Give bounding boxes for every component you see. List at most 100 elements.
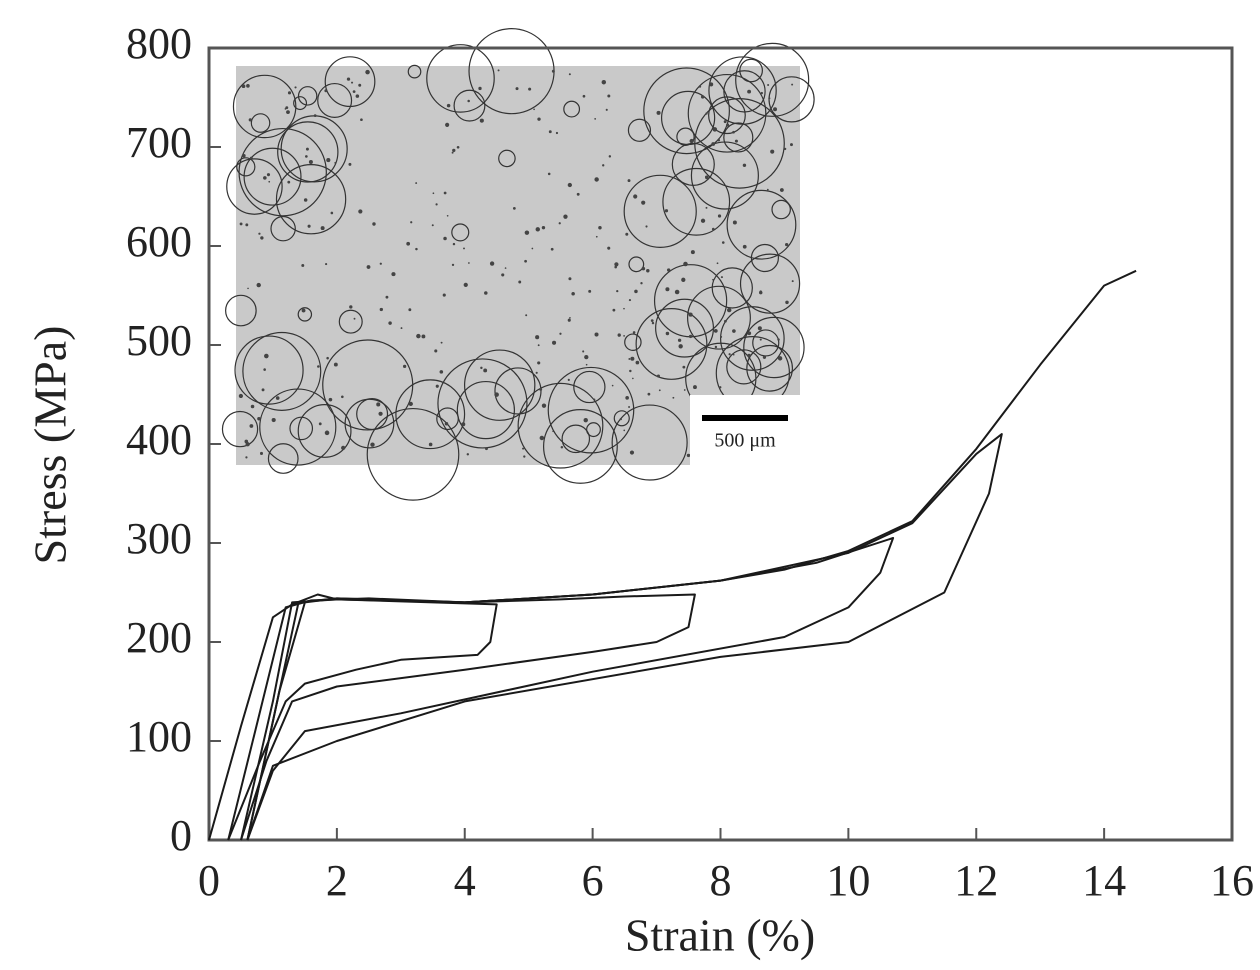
speck (378, 411, 383, 416)
speck (693, 385, 697, 390)
speck (571, 291, 575, 296)
x-tick-label: 14 (1082, 856, 1126, 905)
speck (632, 331, 636, 334)
speck (443, 191, 447, 195)
speck (435, 203, 438, 206)
speck (539, 435, 545, 441)
speck (535, 371, 538, 374)
speck (760, 91, 764, 95)
speck (341, 445, 346, 451)
speck (747, 353, 751, 358)
speck (711, 142, 716, 146)
speck (260, 236, 264, 240)
speck (712, 127, 718, 132)
speck (769, 107, 772, 110)
grain (573, 370, 606, 404)
speck (444, 422, 449, 426)
speck (625, 232, 629, 236)
speck (325, 262, 328, 266)
y-tick-label: 800 (126, 19, 192, 68)
speck (777, 356, 783, 361)
speck (567, 182, 572, 188)
speck (348, 162, 352, 166)
speck (431, 224, 434, 227)
speck (446, 214, 449, 217)
grain (366, 407, 460, 501)
grain (726, 189, 797, 260)
grain (437, 358, 528, 449)
speck (629, 450, 635, 455)
speck (480, 366, 483, 370)
x-tick-label: 6 (582, 856, 604, 905)
speck (242, 153, 246, 158)
speck (522, 447, 525, 450)
speck (560, 445, 564, 449)
x-tick-label: 8 (710, 856, 732, 905)
speck (443, 236, 447, 241)
x-tick-label: 12 (954, 856, 998, 905)
speck (585, 363, 588, 366)
speck (261, 388, 265, 392)
grain (611, 404, 688, 481)
speck (318, 422, 322, 426)
speck (568, 277, 572, 281)
speck (717, 139, 721, 142)
speck (559, 332, 562, 335)
speck (259, 451, 264, 455)
speck (641, 200, 646, 205)
speck (742, 163, 747, 167)
grain (250, 113, 271, 133)
speck (541, 225, 546, 230)
speck (451, 263, 455, 267)
speck (355, 94, 360, 98)
speck (550, 247, 554, 251)
speck (305, 147, 309, 151)
speck (388, 321, 392, 325)
stress-strain-curve (240, 537, 895, 841)
speck (528, 87, 532, 91)
speck (783, 147, 787, 151)
speck (324, 430, 330, 436)
speck (645, 225, 648, 228)
speck (634, 289, 638, 294)
speck (628, 406, 631, 408)
scale-label: 500 μm (714, 430, 776, 452)
speck (512, 207, 516, 210)
speck (360, 118, 363, 122)
stress-strain-curve (246, 433, 1003, 841)
grain (624, 333, 642, 351)
grain (267, 443, 299, 474)
speck (646, 269, 650, 273)
speck (483, 368, 488, 373)
grain (453, 89, 486, 122)
speck (463, 282, 468, 287)
speck (263, 176, 267, 180)
grain (456, 380, 516, 440)
speck (779, 188, 784, 192)
speck (742, 244, 747, 249)
speck (583, 417, 588, 423)
speck (678, 344, 683, 349)
speck (790, 143, 793, 147)
speck (461, 422, 466, 427)
speck (682, 365, 686, 369)
speck (568, 73, 571, 76)
speck (727, 307, 732, 313)
grain (234, 335, 304, 405)
speck (785, 300, 789, 305)
grain (723, 122, 754, 153)
grain (338, 309, 363, 334)
grain (643, 67, 730, 155)
speck (451, 151, 454, 154)
speck (759, 290, 763, 295)
speck (656, 374, 660, 378)
speck (555, 131, 559, 135)
speck (264, 353, 269, 359)
speck (552, 340, 557, 345)
speck (717, 214, 722, 218)
y-tick-label: 600 (126, 217, 192, 266)
speck (408, 401, 413, 407)
speck (238, 393, 243, 399)
speck (547, 172, 551, 176)
